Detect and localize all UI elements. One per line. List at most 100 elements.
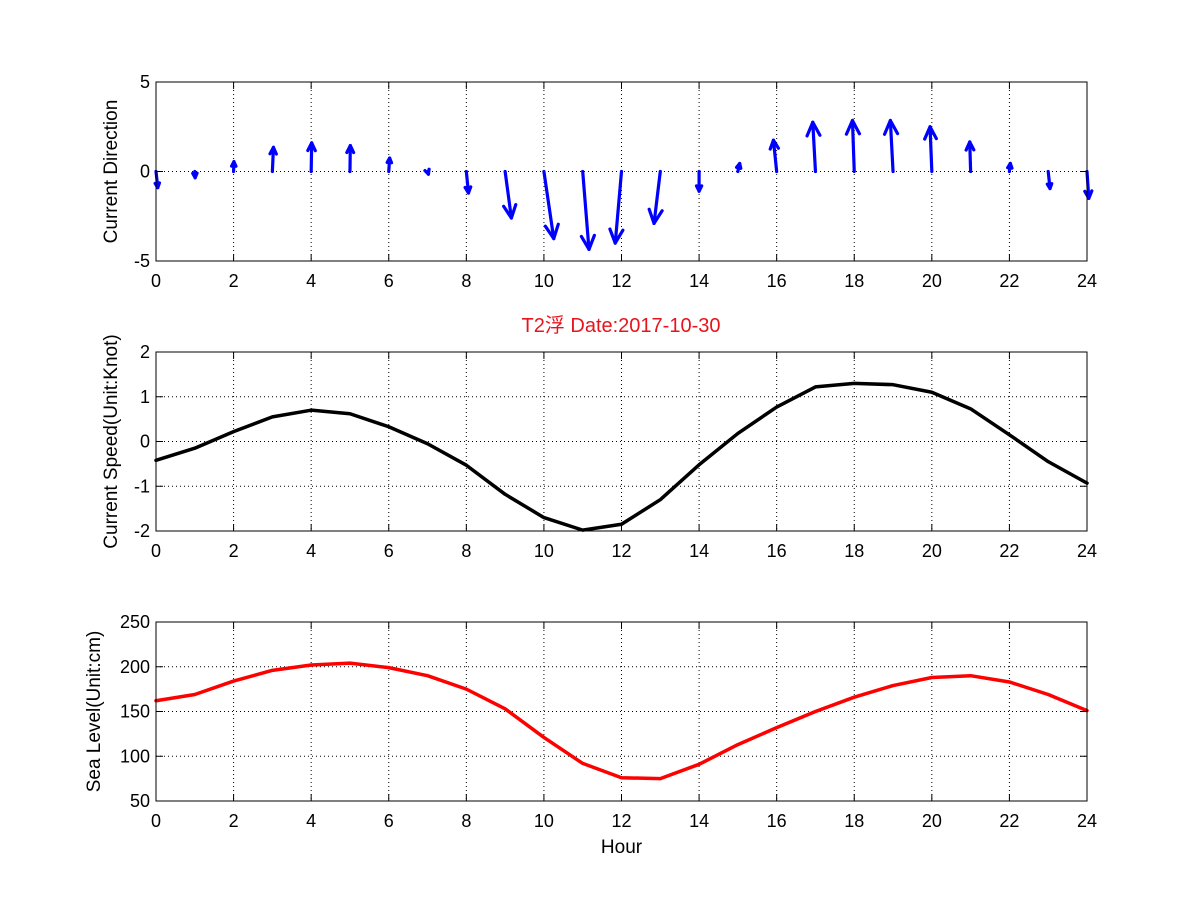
y-axis-label: Current Direction: [101, 100, 122, 244]
y-tick-label: 100: [120, 746, 150, 766]
arrow-shaft: [811, 120, 818, 174]
arrow-shaft: [968, 140, 973, 174]
y-tick-label: 200: [120, 657, 150, 677]
arrow-head: [647, 207, 664, 226]
x-tick-label: 0: [151, 811, 161, 831]
y-axis-label: Sea Level(Unit:cm): [84, 631, 105, 793]
arrow-head: [694, 184, 704, 193]
x-tick-label: 24: [1077, 811, 1097, 831]
x-tick-label: 12: [611, 271, 631, 291]
x-tick-label: 16: [767, 271, 787, 291]
arrow-head: [1083, 189, 1094, 200]
x-tick-label: 4: [306, 811, 316, 831]
arrow-head: [768, 138, 781, 151]
current-arrow: [542, 169, 560, 241]
x-tick-label: 10: [534, 811, 554, 831]
x-tick-label: 6: [384, 541, 394, 561]
y-tick-label: 50: [130, 791, 150, 811]
arrow-head: [385, 156, 394, 165]
y-axis-label: Current Speed(Unit:Knot): [101, 334, 122, 548]
arrow-head: [230, 160, 238, 168]
arrow-head: [579, 233, 596, 251]
arrow-head: [345, 143, 356, 155]
arrow-shaft: [850, 118, 856, 174]
x-tick-label: 18: [844, 271, 864, 291]
current-arrow: [268, 145, 278, 174]
current-arrow: [502, 169, 518, 220]
x-tick-label: 20: [922, 271, 942, 291]
arrow-head: [268, 145, 278, 156]
x-tick-label: 6: [384, 811, 394, 831]
x-tick-label: 18: [844, 541, 864, 561]
x-tick-label: 22: [999, 541, 1019, 561]
x-tick-label: 22: [999, 811, 1019, 831]
current-arrow: [385, 156, 394, 174]
current-arrow: [734, 161, 743, 174]
current-arrow: [844, 118, 862, 174]
current-arrow: [647, 169, 664, 226]
arrow-shaft: [928, 125, 934, 174]
arrow-head: [1045, 182, 1054, 191]
current-arrow: [191, 169, 199, 180]
y-tick-label: 0: [140, 162, 150, 182]
x-tick-label: 8: [461, 271, 471, 291]
x-tick-label: 16: [767, 541, 787, 561]
y-tick-label: 0: [140, 432, 150, 452]
current-arrow: [923, 125, 938, 174]
x-tick-label: 4: [306, 541, 316, 561]
arrow-head: [805, 120, 822, 138]
y-tick-label: 1: [140, 387, 150, 407]
y-tick-label: -5: [134, 251, 150, 271]
arrow-head: [463, 185, 473, 195]
x-tick-label: 12: [611, 541, 631, 561]
x-tick-label: 6: [384, 271, 394, 291]
arrow-head: [423, 167, 431, 176]
x-tick-label: 12: [611, 811, 631, 831]
arrow-head: [734, 161, 743, 170]
x-axis-label: Hour: [601, 837, 643, 858]
x-tick-label: 2: [229, 271, 239, 291]
x-tick-label: 16: [767, 811, 787, 831]
x-tick-label: 10: [534, 271, 554, 291]
arrow-head: [923, 125, 938, 141]
x-tick-label: 20: [922, 811, 942, 831]
current-arrow: [1006, 161, 1014, 174]
y-tick-label: 250: [120, 612, 150, 632]
arrow-shaft: [542, 169, 556, 241]
arrow-head: [844, 118, 862, 136]
x-tick-label: 14: [689, 271, 709, 291]
arrow-head: [882, 118, 900, 136]
arrow-shaft: [888, 118, 895, 174]
current-arrow: [423, 167, 431, 176]
x-tick-label: 20: [922, 541, 942, 561]
arrow-shaft: [652, 169, 662, 226]
current-arrow: [694, 169, 704, 193]
current-arrow: [608, 169, 625, 245]
y-tick-label: 150: [120, 702, 150, 722]
series-line: [154, 661, 1089, 781]
arrow-shaft: [771, 138, 779, 174]
x-tick-label: 22: [999, 271, 1019, 291]
arrow-head: [191, 171, 199, 180]
current-arrow: [345, 143, 356, 174]
y-tick-label: 2: [140, 342, 150, 362]
arrow-head: [306, 141, 317, 153]
arrow-head: [502, 203, 518, 220]
current-arrow: [964, 140, 976, 174]
arrow-shaft: [270, 145, 276, 174]
x-tick-label: 2: [229, 541, 239, 561]
arrow-shaft: [503, 169, 513, 220]
arrow-head: [543, 222, 560, 241]
current-arrow: [768, 138, 781, 174]
arrow-head: [1006, 161, 1014, 170]
y-tick-label: -1: [134, 476, 150, 496]
figure-title: T2浮 Date:2017-10-30: [521, 314, 720, 337]
arrow-head: [964, 140, 976, 152]
current-arrow: [1045, 169, 1054, 191]
x-tick-label: 4: [306, 271, 316, 291]
arrow-shaft: [309, 141, 314, 174]
current-arrow: [230, 160, 238, 174]
